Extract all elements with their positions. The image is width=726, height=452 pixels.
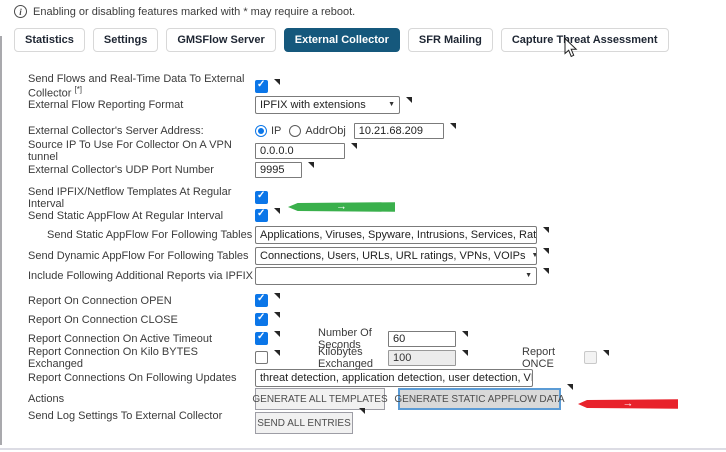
chevron-down-icon: ▼ [532,252,536,259]
note-marker-icon [359,408,365,414]
kilobytes-checkbox[interactable] [255,351,268,364]
conn-close-checkbox[interactable] [255,312,268,326]
note-marker-icon [543,247,549,254]
row-udp-port: External Collector's UDP Port Number [28,161,720,178]
note-marker-icon [274,207,280,214]
note-marker-icon [462,349,468,356]
note-marker-icon [274,78,280,85]
left-edge-strip [0,36,2,445]
static-interval-label: Send Static AppFlow At Regular Interval [28,209,224,222]
conn-open-checkbox[interactable] [255,293,268,307]
row-dynamic-tables: Send Dynamic AppFlow For Following Table… [28,246,720,265]
row-additional-reports: Include Following Additional Reports via… [28,266,720,285]
info-icon: i [14,5,27,18]
conn-open-label: Report On Connection OPEN [28,294,172,307]
bottom-divider [0,448,726,450]
mouse-cursor-icon [564,38,578,58]
udp-port-label: External Collector's UDP Port Number [28,163,214,176]
addrobj-radio[interactable] [289,124,302,137]
note-marker-icon [274,349,280,356]
conn-close-label: Report On Connection CLOSE [28,313,178,326]
row-updates: Report Connections On Following Updates … [28,368,720,387]
send-log-label: Send Log Settings To External Collector [28,410,223,422]
updates-select[interactable]: threat detection, application detection,… [255,368,533,387]
row-active-timeout: Report Connection On Active Timeout Numb… [28,327,720,351]
tab-external-collector[interactable]: External Collector [283,28,400,52]
tab-capture-threat-assessment[interactable]: Capture Threat Assessment [500,28,669,52]
note-marker-icon [274,330,280,337]
ip-radio[interactable] [255,124,267,137]
note-marker-icon [308,161,314,168]
note-marker-icon [406,96,412,103]
active-timeout-label: Report Connection On Active Timeout [28,332,213,345]
send-flows-checkbox[interactable] [255,79,268,93]
row-static-tables: Send Static AppFlow For Following Tables… [28,225,720,244]
static-tables-select[interactable]: Applications, Viruses, Spyware, Intrusio… [255,225,537,244]
row-templates-interval: Send IPFIX/Netflow Templates At Regular … [28,186,720,210]
row-kilobytes: Report Connection On Kilo BYTES Exchange… [28,346,720,370]
row-conn-open: Report On Connection OPEN [28,292,720,309]
additional-reports-select[interactable]: ▼ [255,266,537,285]
row-source-ip: Source IP To Use For Collector On A VPN … [28,139,720,163]
red-highlight-arrow: → [578,399,678,409]
note-marker-icon [543,226,549,233]
source-ip-input[interactable] [255,142,345,159]
tab-bar: Statistics Settings GMSFlow Server Exter… [14,28,669,52]
kb-exchanged-input [388,349,456,366]
row-reporting-format: External Flow Reporting Format IPFIX wit… [28,95,720,114]
report-once-label: Report ONCE [522,345,556,370]
row-server-address: External Collector's Server Address: IP … [28,122,720,139]
row-send-log: Send Log Settings To External Collector … [28,406,720,434]
note-marker-icon [274,292,280,299]
tab-sfr-mailing[interactable]: SFR Mailing [407,28,493,52]
chevron-down-icon: ▼ [525,272,532,279]
generate-static-appflow-button[interactable]: GENERATE STATIC APPFLOW DATA [394,388,565,410]
note-marker-icon [462,330,468,337]
active-timeout-checkbox[interactable] [255,331,268,345]
additional-reports-label: Include Following Additional Reports via… [28,269,254,282]
reporting-format-label: External Flow Reporting Format [28,98,184,111]
seconds-input[interactable] [388,330,456,347]
note-marker-icon [351,142,357,149]
templates-interval-checkbox[interactable] [255,190,268,204]
udp-port-input[interactable] [255,161,302,178]
dynamic-tables-label: Send Dynamic AppFlow For Following Table… [28,249,249,262]
send-all-entries-button[interactable]: SEND ALL ENTRIES [255,412,353,434]
note-marker-icon [449,122,456,129]
green-highlight-arrow: → [288,202,395,212]
row-actions: Actions GENERATE ALL TEMPLATES GENERATE … [28,384,720,410]
source-ip-label: Source IP To Use For Collector On A VPN … [28,138,232,163]
reboot-notice: i Enabling or disabling features marked … [14,5,355,18]
static-tables-label: Send Static AppFlow For Following Tables [47,228,253,241]
note-marker-icon [543,267,549,274]
tab-settings[interactable]: Settings [92,28,159,52]
report-once-checkbox [584,351,597,364]
chevron-down-icon: ▼ [388,101,395,108]
reporting-format-select[interactable]: IPFIX with extensions ▼ [255,95,400,114]
templates-interval-label: Send IPFIX/Netflow Templates At Regular … [28,185,232,210]
ip-radio-label: IP [271,124,282,137]
row-conn-close: Report On Connection CLOSE [28,311,720,328]
seconds-label: Number Of Seconds [318,326,372,351]
addrobj-radio-label: AddrObj [305,124,346,137]
tab-gmsflow-server[interactable]: GMSFlow Server [166,28,276,52]
note-marker-icon [274,311,280,318]
generate-all-templates-button[interactable]: GENERATE ALL TEMPLATES [252,388,388,410]
server-address-input[interactable] [353,122,444,139]
tab-statistics[interactable]: Statistics [14,28,85,52]
notice-text: Enabling or disabling features marked wi… [33,5,356,18]
row-send-flows: Send Flows and Real-Time Data To Externa… [28,73,720,100]
updates-label: Report Connections On Following Updates [28,371,237,384]
kb-exchanged-label: Kilobytes Exchanged [318,345,374,370]
kilobytes-label: Report Connection On Kilo BYTES Exchange… [28,345,198,370]
row-static-interval: Send Static AppFlow At Regular Interval [28,207,720,224]
static-interval-checkbox[interactable] [255,208,268,222]
send-flows-label: Send Flows and Real-Time Data To Externa… [28,73,245,100]
actions-label: Actions [28,393,65,405]
note-marker-icon [603,349,609,356]
note-marker-icon [567,384,573,390]
dynamic-tables-select[interactable]: Connections, Users, URLs, URL ratings, V… [255,246,537,265]
server-address-label: External Collector's Server Address: [28,124,204,137]
